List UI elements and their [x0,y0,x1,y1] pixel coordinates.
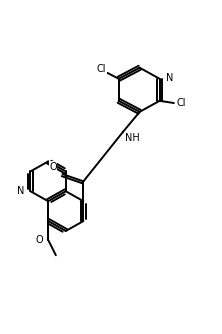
Text: O: O [36,235,43,245]
Text: N: N [166,73,174,82]
Text: NH: NH [125,133,140,143]
Text: Cl: Cl [176,98,186,108]
Text: O: O [49,162,57,172]
Text: Cl: Cl [97,64,106,74]
Text: N: N [17,186,24,196]
